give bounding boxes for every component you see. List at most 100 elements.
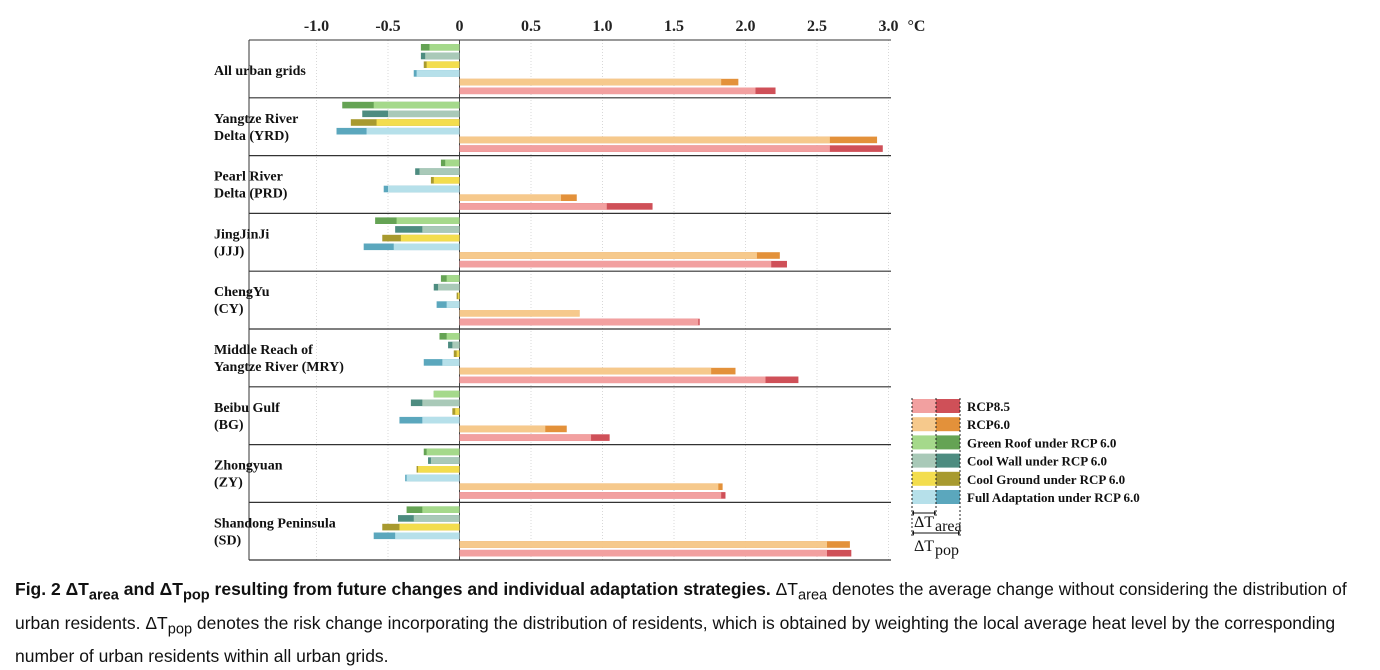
area-arrow-tail bbox=[912, 510, 914, 516]
region-label: Yangtze River (MRY) bbox=[214, 360, 344, 375]
bar-rcp6-area bbox=[459, 425, 546, 433]
region-label: Delta (PRD) bbox=[214, 187, 288, 202]
x-tick-label: -1.0 bbox=[304, 18, 329, 35]
region-label: (BG) bbox=[214, 418, 244, 433]
bar-full-adaptation-area bbox=[388, 185, 460, 193]
legend-area-label: ΔT bbox=[914, 514, 934, 531]
caption-fig-label: Fig. 2 bbox=[15, 579, 66, 599]
bar-cool-ground-area bbox=[399, 523, 460, 531]
pop-arrow-tail bbox=[912, 530, 914, 536]
legend: RCP8.5 RCP6.0 Green Roof under RCP 6.0 Cool… bbox=[911, 398, 1140, 559]
bar-rcp85-area bbox=[459, 492, 722, 499]
bar-rcp85-area bbox=[459, 376, 766, 384]
bar-cool-ground-area bbox=[458, 292, 460, 300]
region-label: (JJJ) bbox=[214, 244, 245, 259]
bar-full-adaptation-area bbox=[416, 70, 460, 77]
pop-arrow-head bbox=[958, 530, 960, 536]
legend-swatch-dark bbox=[936, 453, 960, 468]
bar-rcp6-area bbox=[459, 252, 757, 259]
bar-full-adaptation-area bbox=[395, 532, 460, 540]
region-label: Beibu Gulf bbox=[214, 401, 280, 416]
bar-rcp85-area bbox=[459, 87, 756, 95]
caption-title-sub1: area bbox=[88, 587, 119, 604]
bar-cool-wall-area bbox=[438, 283, 460, 291]
gridlines bbox=[248, 39, 891, 561]
bar-cool-ground-area bbox=[418, 466, 460, 473]
bar-rcp85-area bbox=[459, 145, 830, 152]
region-label: Yangtze River bbox=[214, 112, 298, 127]
bar-green-roof-area bbox=[446, 275, 460, 282]
legend-swatch-light bbox=[912, 399, 936, 413]
region-label: (CY) bbox=[214, 302, 244, 317]
legend-label: Cool Wall under RCP 6.0 bbox=[967, 454, 1107, 469]
legend-swatch-dark bbox=[936, 417, 960, 432]
region-label: All urban grids bbox=[214, 64, 306, 79]
caption-body-part3: denotes the risk change incorporating th… bbox=[15, 612, 1336, 667]
region-labels: All urban grids Yangtze River Delta (YRD) P… bbox=[214, 64, 344, 548]
legend-swatch-light bbox=[912, 435, 936, 450]
bar-rcp6-area bbox=[459, 194, 562, 201]
bar-full-adaptation-area bbox=[446, 301, 460, 308]
bar-rcp85-area bbox=[459, 203, 607, 210]
caption-title-part1: ΔT bbox=[65, 579, 89, 599]
bar-rcp6-area bbox=[459, 483, 719, 490]
unit-label: °C bbox=[908, 18, 926, 35]
legend-pop-label: ΔT bbox=[914, 538, 934, 555]
caption-title-part3: resulting from future changes and indivi… bbox=[209, 579, 771, 599]
bar-rcp85-area bbox=[459, 260, 772, 268]
bar-rcp85-area bbox=[459, 549, 828, 557]
bar-cool-wall-area bbox=[425, 52, 460, 60]
bar-green-roof-area bbox=[433, 390, 460, 398]
bar-rcp6-area bbox=[459, 78, 722, 86]
bar-cool-wall-area bbox=[419, 168, 460, 175]
bar-full-adaptation-area bbox=[393, 243, 460, 251]
figure: -1.0 -0.5 0 0.5 1.0 1.5 2.0 2.5 3.0 °C All urban … bbox=[214, 18, 1140, 561]
legend-swatch-dark bbox=[936, 435, 960, 450]
x-tick-label: 1.0 bbox=[593, 18, 613, 35]
bar-full-adaptation-area bbox=[406, 474, 460, 482]
bar-cool-wall-area bbox=[422, 226, 460, 233]
bar-cool-ground-area bbox=[400, 234, 460, 242]
bar-full-adaptation-pop bbox=[423, 359, 460, 366]
legend-label: Full Adaptation under RCP 6.0 bbox=[967, 490, 1140, 505]
caption-body-sub1: area bbox=[797, 587, 828, 604]
bar-cool-ground-area bbox=[376, 119, 460, 126]
x-tick-label: 3.0 bbox=[879, 18, 899, 35]
bar-rcp6-area bbox=[459, 367, 712, 375]
region-label: Zhongyuan bbox=[214, 459, 283, 474]
legend-swatch-light bbox=[912, 490, 936, 504]
bar-cool-wall-area bbox=[422, 399, 460, 407]
bar-cool-wall-area bbox=[452, 341, 460, 349]
bar-full-adaptation-area bbox=[442, 359, 460, 366]
legend-swatch-dark bbox=[936, 471, 960, 486]
legend-swatch-light bbox=[912, 417, 936, 432]
caption-body-part1: ΔT bbox=[770, 579, 798, 599]
bar-rcp85-area bbox=[459, 434, 592, 441]
bar-rcp6-area bbox=[459, 541, 828, 548]
region-label: ChengYu bbox=[214, 285, 270, 300]
legend-label: RCP8.5 bbox=[967, 399, 1010, 414]
legend-label: RCP6.0 bbox=[967, 417, 1010, 432]
legend-label: Cool Ground under RCP 6.0 bbox=[967, 472, 1125, 487]
caption-body-part2: denotes the average change without consi… bbox=[15, 579, 1347, 633]
bar-cool-ground-area bbox=[455, 408, 460, 415]
legend-swatch-dark bbox=[936, 490, 960, 504]
caption-title-sub2: pop bbox=[182, 587, 210, 604]
x-tick-label: -0.5 bbox=[375, 18, 400, 35]
legend-swatch-light bbox=[912, 453, 936, 468]
legend-swatch-dark bbox=[936, 399, 960, 413]
legend-pop-sub: pop bbox=[935, 542, 959, 559]
x-axis: -1.0 -0.5 0 0.5 1.0 1.5 2.0 2.5 3.0 °C bbox=[304, 18, 926, 35]
legend-swatch-light bbox=[912, 471, 936, 486]
x-tick-label: 2.5 bbox=[807, 18, 827, 35]
bar-green-roof-area bbox=[446, 333, 460, 340]
bar-cool-wall-area bbox=[430, 457, 460, 464]
bar-rcp6-area bbox=[459, 310, 580, 317]
legend-area-sub: area bbox=[935, 518, 962, 535]
bar-cool-wall-area bbox=[388, 110, 460, 118]
bar-full-adaptation-area bbox=[422, 416, 460, 424]
x-tick-label: 2.0 bbox=[736, 18, 756, 35]
area-arrow-head bbox=[934, 510, 936, 516]
caption-title-part2: and ΔT bbox=[118, 579, 183, 599]
figure-caption: Fig. 2 ΔTarea and ΔTpop resulting from f… bbox=[15, 576, 1373, 670]
